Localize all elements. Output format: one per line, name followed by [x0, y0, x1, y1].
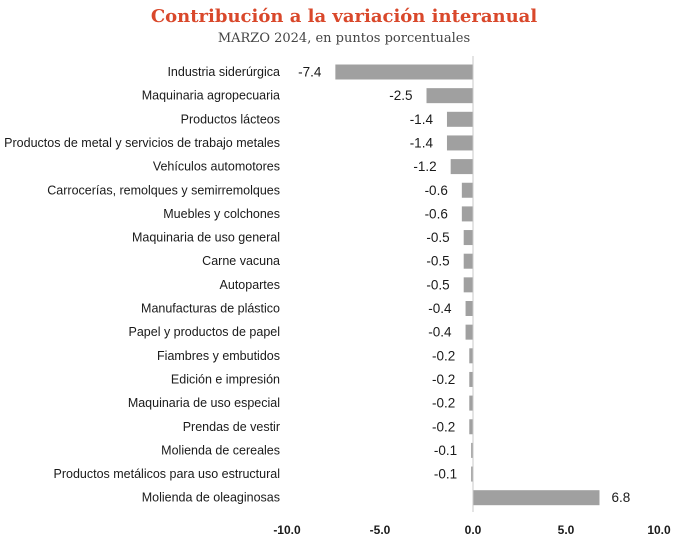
data-label: -0.2 [432, 348, 455, 363]
bar [463, 230, 473, 246]
category-label: Industria siderúrgica [167, 65, 280, 79]
data-label: -0.6 [425, 206, 448, 221]
data-label: -0.5 [426, 230, 449, 245]
bar [469, 419, 473, 435]
data-label: -0.2 [432, 396, 455, 411]
bar [469, 395, 473, 411]
bar [465, 324, 473, 340]
category-label: Edición e impresión [171, 372, 280, 386]
bar [335, 64, 473, 80]
bar [465, 301, 473, 316]
category-label: Papel y productos de papel [129, 325, 281, 339]
category-label: Autopartes [220, 278, 280, 292]
bar [469, 371, 473, 387]
chart-title: Contribución a la variación interanual [150, 6, 538, 27]
data-label: -1.4 [410, 135, 434, 150]
category-label: Molienda de cereales [161, 443, 280, 457]
category-label: Productos metálicos para uso estructural [54, 467, 281, 481]
bar [446, 135, 473, 151]
data-label: -0.6 [425, 183, 448, 198]
bar [461, 182, 473, 198]
bar [461, 206, 473, 222]
category-label: Molienda de oleaginosas [142, 491, 280, 505]
bar [469, 348, 473, 364]
data-label: 6.8 [611, 490, 630, 505]
bar [463, 277, 473, 293]
bar [450, 159, 473, 175]
data-label: -1.4 [410, 112, 434, 127]
data-label: -7.4 [298, 65, 322, 80]
data-label: -0.4 [428, 325, 452, 340]
category-label: Prendas de vestir [183, 420, 280, 434]
category-label: Maquinaria de uso general [132, 231, 280, 245]
bar [473, 490, 600, 506]
data-label: -0.5 [426, 277, 449, 292]
data-label: -1.2 [413, 159, 436, 174]
category-label: Productos lácteos [181, 112, 280, 126]
bar [446, 111, 473, 127]
category-label: Productos de metal y servicios de trabaj… [4, 136, 280, 150]
bar [463, 253, 473, 269]
category-label: Carrocerías, remolques y semirremolques [47, 183, 280, 197]
category-label: Maquinaria agropecuaria [142, 89, 280, 103]
data-label: -0.1 [434, 467, 457, 482]
x-tick-label: 5.0 [558, 523, 575, 537]
x-tick-label: 0.0 [465, 523, 482, 537]
data-label: -0.1 [434, 443, 457, 458]
chart-subtitle: MARZO 2024, en puntos porcentuales [217, 31, 471, 46]
data-label: -0.2 [432, 419, 455, 434]
bar [471, 466, 473, 482]
category-label: Fiambres y embutidos [157, 349, 280, 363]
bar [471, 442, 473, 458]
category-label: Manufacturas de plástico [141, 302, 280, 316]
category-label: Vehículos automotores [153, 160, 280, 174]
x-tick-label: -5.0 [370, 523, 391, 537]
data-label: -0.5 [426, 254, 449, 269]
category-label: Muebles y colchones [163, 207, 280, 221]
data-label: -0.4 [428, 301, 452, 316]
x-tick-label: 10.0 [647, 523, 671, 537]
bar [426, 88, 473, 104]
data-label: -0.2 [432, 372, 455, 387]
data-label: -2.5 [389, 88, 412, 103]
category-label: Maquinaria de uso especial [128, 396, 280, 410]
category-label: Carne vacuna [202, 254, 280, 268]
x-tick-label: -10.0 [273, 523, 301, 537]
